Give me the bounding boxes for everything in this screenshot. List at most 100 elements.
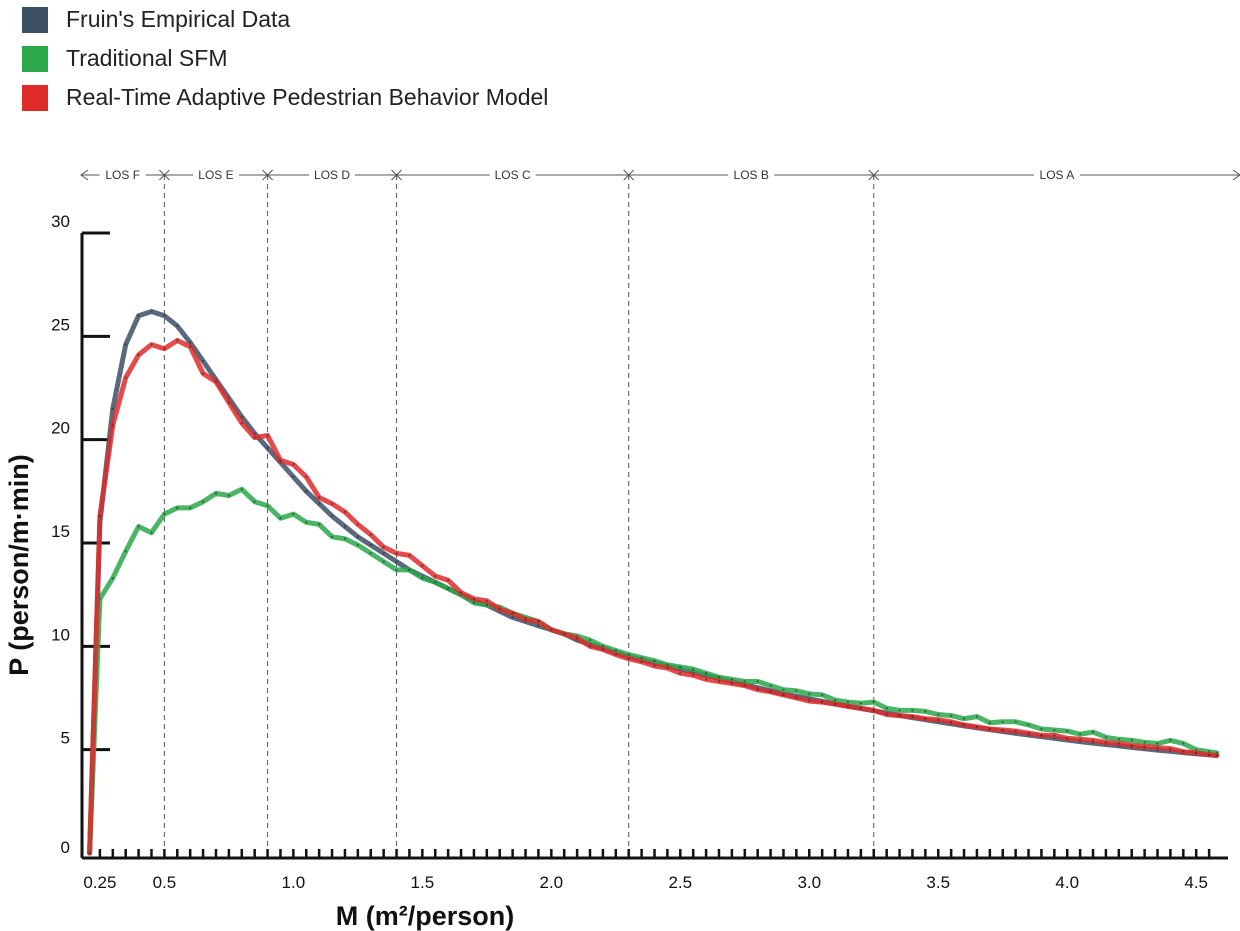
los-boundary-marker-4 [868,169,880,181]
series-point-1 [124,550,127,553]
series-point-2 [872,709,875,712]
series-point-1 [975,715,979,718]
series-point-2 [1040,734,1043,737]
series-point-2 [459,591,463,594]
series-point-1 [782,688,785,691]
y-axis-title: P (person/m·min) [4,454,34,676]
series-point-1 [330,535,334,538]
series-point-2 [1091,739,1095,742]
los-zones: LOS F LOS E LOS D LOS C LOS B LOS A [80,168,1240,853]
series-point-2 [511,612,514,615]
series-point-0 [395,560,398,563]
legend-label-sfm: Traditional SFM [66,45,228,71]
x-tick-label: 3.0 [797,873,821,892]
series-point-0 [124,343,127,346]
series-point-2 [988,727,992,731]
series-point-2 [859,707,863,710]
series-point-2 [962,723,966,727]
series-point-2 [949,720,953,723]
series-point-1 [704,672,708,675]
series-point-1 [640,656,643,659]
series-point-2 [498,607,501,611]
series-point-1 [266,504,269,507]
series-point-1 [846,700,850,704]
legend-label-adaptive: Real-Time Adaptive Pedestrian Behavior M… [66,84,549,110]
series-point-2 [227,401,231,404]
series-point-1 [253,500,256,503]
series-point-1 [227,494,231,497]
series-point-0 [330,514,334,518]
series-point-1 [1027,723,1030,727]
series-point-2 [137,353,140,357]
x-axis-title: M (m²/person) [336,901,515,931]
series-point-2 [472,597,476,600]
series-point-0 [137,314,140,317]
series-point-0 [537,624,540,627]
series-point-2 [446,579,450,582]
series-point-1 [898,709,901,712]
series-point-1 [240,488,243,491]
series-point-1 [1053,728,1056,732]
series-point-2 [679,672,682,675]
x-tick-label: 2.0 [539,873,563,892]
series-point-1 [150,531,153,534]
series-point-1 [1117,738,1121,741]
series-point-2 [188,345,192,348]
series-point-1 [627,653,630,656]
series-point-2 [601,648,605,651]
series-point-2 [1182,750,1185,753]
series-point-2 [240,421,243,425]
series-point-2 [885,713,888,716]
series-point-2 [1215,754,1219,757]
series-point-1 [472,601,476,605]
y-tick-label: 25 [51,315,70,334]
series-point-2 [395,552,398,555]
x-tick-label: 2.5 [668,873,692,892]
series-point-1 [911,709,914,712]
series-point-2 [279,459,282,462]
series-point-1 [833,698,837,702]
y-tick-label: 15 [51,522,70,541]
legend-item-sfm: Traditional SFM [22,39,548,78]
x-tick-label: 0.5 [153,873,177,892]
los-arrow-right [1232,169,1240,181]
x-tick-label: 1.5 [411,873,435,892]
series-point-1 [408,568,411,572]
series-point-1 [188,506,192,510]
series-point-2 [369,533,372,536]
series-point-2 [1104,741,1108,744]
series-point-1 [434,581,437,584]
series-point-1 [1130,739,1133,742]
series-point-1 [395,568,398,572]
y-tick-label: 5 [61,729,70,748]
series-point-2 [1027,731,1030,735]
series-point-0 [511,616,514,619]
series-point-1 [1091,730,1095,734]
series-point-1 [872,700,875,704]
series-point-2 [743,684,746,687]
series-point-2 [356,523,360,526]
series-line-2 [87,338,1220,856]
series-point-2 [640,660,643,664]
series-point-2 [1207,753,1211,757]
series-point-2 [924,717,927,720]
series-point-1 [859,701,863,705]
series-point-1 [343,537,347,541]
series-point-1 [421,576,424,580]
series-point-2 [1053,734,1056,737]
series-point-1 [1078,732,1082,736]
series-point-1 [691,667,695,671]
series-point-2 [176,339,179,342]
series-point-2 [343,510,347,514]
series-point-1 [369,552,372,555]
series-point-0 [150,310,153,313]
y-tick-label: 30 [51,212,70,231]
series-point-2 [975,725,979,729]
series-point-0 [188,341,192,344]
series-point-2 [253,436,256,439]
series-point-1 [163,512,166,516]
series-point-2 [524,618,527,621]
series-point-2 [717,680,721,683]
series-point-1 [111,576,114,580]
los-boundary-marker-1 [262,169,273,181]
